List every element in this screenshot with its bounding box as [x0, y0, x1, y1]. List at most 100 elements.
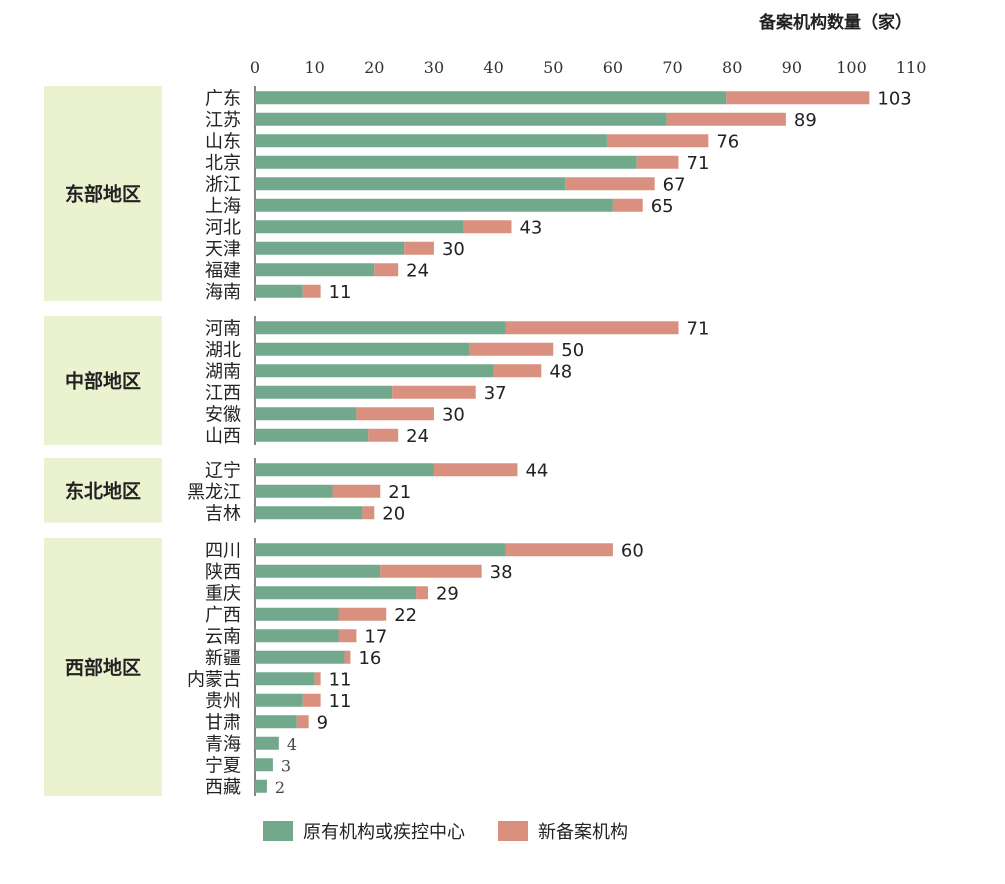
- total-label: 20: [382, 503, 405, 524]
- bar-new: [606, 134, 709, 148]
- bar-new: [356, 407, 434, 421]
- legend-label-existing: 原有机构或疾控中心: [303, 822, 465, 843]
- total-label: 22: [394, 605, 417, 626]
- bar-new: [296, 715, 309, 729]
- province-label: 广西: [205, 605, 241, 626]
- axis-unit-label: 备案机构数量（家）: [758, 12, 912, 33]
- bar-existing: [255, 198, 613, 212]
- province-label: 山西: [205, 426, 241, 447]
- x-tick-label: 60: [603, 58, 623, 77]
- total-label: 48: [549, 361, 572, 382]
- bar-existing: [255, 91, 727, 105]
- bar-existing: [255, 758, 273, 772]
- total-label: 24: [406, 260, 429, 281]
- total-label: 4: [287, 735, 297, 754]
- region-panel: [44, 86, 162, 301]
- bar-existing: [255, 607, 339, 621]
- total-label: 38: [490, 562, 513, 583]
- bar-new: [463, 220, 512, 234]
- province-label: 辽宁: [205, 460, 241, 481]
- bar-existing: [255, 364, 494, 378]
- bar-new: [612, 198, 643, 212]
- total-label: 89: [794, 110, 817, 131]
- province-label: 云南: [205, 626, 241, 647]
- bar-new: [505, 321, 679, 335]
- bar-existing: [255, 112, 667, 126]
- x-tick-label: 100: [836, 58, 867, 77]
- bar-existing: [255, 463, 434, 477]
- bar-new: [314, 672, 321, 686]
- bar-new: [338, 629, 357, 643]
- province-label: 黑龙江: [187, 482, 241, 503]
- total-label: 24: [406, 426, 429, 447]
- province-label: 内蒙古: [187, 669, 241, 690]
- bar-existing: [255, 715, 297, 729]
- bar-existing: [255, 506, 363, 520]
- bar-new: [433, 463, 518, 477]
- province-label: 湖北: [205, 340, 241, 361]
- x-tick-label: 0: [250, 58, 260, 77]
- region-panel: [44, 538, 162, 796]
- total-label: 17: [364, 626, 387, 647]
- x-tick-label: 40: [483, 58, 503, 77]
- bar-existing: [255, 220, 464, 234]
- province-label: 青海: [205, 734, 241, 755]
- x-tick-label: 90: [782, 58, 802, 77]
- bar-existing: [255, 263, 375, 277]
- province-label: 广东: [205, 88, 241, 109]
- total-label: 16: [358, 648, 381, 669]
- province-label: 吉林: [205, 503, 241, 524]
- province-label: 海南: [205, 282, 241, 303]
- bar-existing: [255, 177, 566, 191]
- x-tick-label: 80: [722, 58, 742, 77]
- x-tick-label: 110: [896, 58, 927, 77]
- region-panel: [44, 458, 162, 523]
- bar-new: [380, 564, 482, 578]
- region-label: 东部地区: [65, 183, 141, 206]
- province-label: 湖南: [205, 361, 241, 382]
- total-label: 9: [317, 712, 328, 733]
- x-axis-ticks: 0 10 20 30 40 50 60 70 80 90 100 110: [250, 58, 927, 77]
- bar-new: [302, 284, 321, 298]
- province-label: 北京: [205, 153, 241, 174]
- bar-new: [368, 428, 399, 442]
- bar-new: [505, 543, 613, 557]
- province-label: 安徽: [205, 404, 241, 425]
- total-label: 60: [621, 540, 644, 561]
- bar-existing: [255, 586, 417, 600]
- bar-existing: [255, 321, 506, 335]
- bar-new: [338, 607, 387, 621]
- total-label: 71: [687, 153, 710, 174]
- total-label: 50: [561, 340, 584, 361]
- total-label: 21: [388, 482, 411, 503]
- province-label: 甘肃: [205, 712, 241, 733]
- bar-existing: [255, 650, 345, 664]
- province-label: 浙江: [205, 174, 241, 195]
- province-label: 河北: [205, 217, 241, 238]
- bar-new: [362, 506, 375, 520]
- total-label: 11: [329, 669, 352, 690]
- province-label: 宁夏: [205, 755, 241, 776]
- province-label: 四川: [205, 540, 241, 561]
- bar-new: [493, 364, 542, 378]
- bar-existing: [255, 543, 506, 557]
- legend-swatch-existing: [263, 821, 293, 841]
- bar-new: [344, 650, 351, 664]
- bar-existing: [255, 736, 279, 750]
- bar-existing: [255, 779, 267, 793]
- bar-existing: [255, 484, 333, 498]
- province-label: 河南: [205, 318, 241, 339]
- total-label: 103: [877, 88, 911, 109]
- bar-new: [469, 342, 554, 356]
- bar-existing: [255, 134, 607, 148]
- province-label: 上海: [205, 196, 241, 217]
- bar-existing: [255, 564, 381, 578]
- province-label: 陕西: [205, 562, 241, 583]
- bar-existing: [255, 284, 303, 298]
- bar-new: [726, 91, 870, 105]
- total-label: 11: [329, 282, 352, 303]
- bar-existing: [255, 428, 369, 442]
- bar-new: [404, 241, 434, 255]
